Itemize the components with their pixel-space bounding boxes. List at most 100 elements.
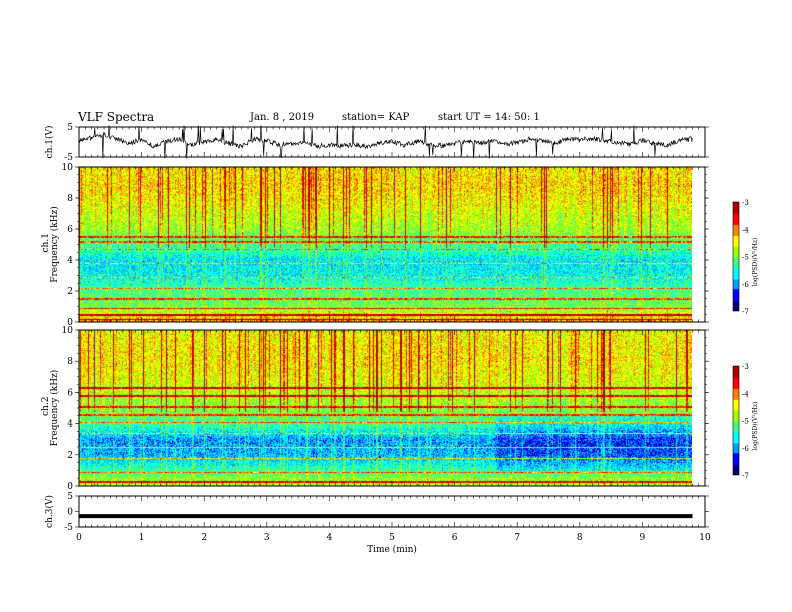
colorbar-frame-2 xyxy=(732,365,740,476)
y-axis-label: ch.2 xyxy=(41,397,51,416)
x-tick-label: 0 xyxy=(76,533,82,543)
colorbar-1 xyxy=(733,202,739,311)
ch1-waveform-point xyxy=(629,143,631,145)
y-tick-label: 0 xyxy=(67,508,73,518)
y-axis-label: Frequency (kHz) xyxy=(49,206,60,283)
y-tick-label: 4 xyxy=(67,420,73,430)
ch1-waveform-point xyxy=(516,142,518,144)
x-tick-label: 7 xyxy=(514,533,520,543)
ch1-waveform-point xyxy=(266,139,268,142)
ch1-waveform-point xyxy=(529,138,531,140)
x-tick-label: 8 xyxy=(577,533,583,543)
y-axis-label: ch.1 xyxy=(41,233,51,252)
colorbar-tick-label: -6 xyxy=(742,445,749,453)
ch1-waveform-point xyxy=(454,142,456,145)
chart-title: VLF Spectra xyxy=(78,110,155,124)
x-tick-label: 6 xyxy=(452,533,458,543)
colorbar-tick-label: -7 xyxy=(742,308,749,316)
ch1-waveform-point xyxy=(579,139,581,141)
ch1-waveform-point xyxy=(504,143,506,145)
x-tick-label: 10 xyxy=(699,533,711,543)
y-tick-label: 4 xyxy=(67,256,73,266)
ch1-waveform-point xyxy=(328,144,330,146)
ch1-waveform-point xyxy=(691,138,694,140)
ch1-waveform-point xyxy=(591,137,593,139)
ch2-spectrogram xyxy=(79,330,692,486)
ch1-waveform-point xyxy=(391,141,393,143)
y-tick-label: -5 xyxy=(64,523,73,533)
colorbar-label: log(PSD)(V²/Hz) xyxy=(752,402,759,451)
y-tick-label: 0 xyxy=(67,318,73,328)
ch1-waveform-point xyxy=(90,136,93,139)
y-tick-label: 2 xyxy=(67,451,73,461)
ch1-waveform-point xyxy=(466,140,468,142)
y-tick-label: 2 xyxy=(67,287,73,297)
date-label: Jan. 8 , 2019 xyxy=(250,112,315,123)
x-tick-label: 2 xyxy=(201,533,207,543)
colorbar-tick-label: -4 xyxy=(742,390,749,398)
ch1-waveform-point xyxy=(316,145,318,148)
y-tick-label: 6 xyxy=(67,388,73,398)
y-tick-label: -5 xyxy=(64,153,73,163)
colorbar-tick-label: -4 xyxy=(742,226,749,234)
ch1-waveform-point xyxy=(253,138,255,140)
y-axis-label: Frequency (kHz) xyxy=(49,370,60,447)
ch1-waveform-point xyxy=(353,143,356,145)
ch1-waveform-point xyxy=(141,139,143,141)
x-tick-label: 1 xyxy=(139,533,145,543)
ch1-waveform-point xyxy=(541,139,543,142)
colorbar-label: log(PSD)(V²/Hz) xyxy=(752,238,759,287)
ch1-waveform-point xyxy=(428,143,431,145)
ch1-waveform-point xyxy=(178,138,180,140)
y-axis-label: ch.1(V) xyxy=(44,126,55,159)
ch1-waveform-point xyxy=(341,145,343,147)
colorbar-tick-label: -3 xyxy=(742,363,749,371)
y-axis-label: ch.3(V) xyxy=(44,495,55,528)
colorbar-tick-label: -3 xyxy=(742,199,749,207)
ch1-waveform-point xyxy=(191,143,193,145)
y-tick-label: 10 xyxy=(62,326,74,336)
colorbar-frame-1 xyxy=(732,201,740,312)
ch1-waveform-point xyxy=(566,138,568,140)
x-tick-label: 5 xyxy=(389,533,395,543)
colorbar-tick-label: -5 xyxy=(742,418,749,426)
ch1-waveform-point xyxy=(378,142,381,144)
ch1-waveform-point xyxy=(291,142,293,145)
ch1-waveform-point xyxy=(479,142,481,145)
ch1-waveform-point xyxy=(166,140,168,142)
ch1-waveform-point xyxy=(128,142,130,145)
ch1-spectrogram xyxy=(79,167,692,322)
ch1-waveform-point xyxy=(103,133,105,136)
ch1-waveform-point xyxy=(203,141,205,143)
y-tick-label: 5 xyxy=(67,123,73,133)
x-axis-label: Time (min) xyxy=(367,544,417,555)
x-tick-label: 4 xyxy=(327,533,333,543)
ch1-waveform-point xyxy=(641,139,644,142)
y-tick-label: 10 xyxy=(62,163,74,173)
ch1-waveform-point xyxy=(228,142,230,145)
y-tick-label: 6 xyxy=(67,225,73,235)
y-tick-label: 8 xyxy=(67,357,73,367)
y-tick-label: 0 xyxy=(67,482,73,492)
ch1-waveform xyxy=(78,125,693,159)
ch1-waveform-point xyxy=(554,142,556,145)
x-tick-label: 3 xyxy=(264,533,270,543)
ch1-waveform-point xyxy=(654,142,656,145)
ch1-waveform-point xyxy=(679,139,681,142)
colorbar-tick-label: -7 xyxy=(742,472,749,480)
colorbar-2 xyxy=(733,366,739,475)
y-tick-label: 5 xyxy=(67,492,73,502)
ch1-waveform-point xyxy=(153,145,155,148)
colorbar-tick-label: -5 xyxy=(742,254,749,262)
station-label: station= KAP xyxy=(342,112,410,123)
ch1-waveform-point xyxy=(666,144,669,146)
ch1-waveform-point xyxy=(403,144,406,146)
ch1-waveform-point xyxy=(441,145,443,147)
y-tick-label: 8 xyxy=(67,194,73,204)
ch1-waveform-point xyxy=(616,141,618,143)
ch1-waveform-point xyxy=(604,140,606,142)
ch1-waveform-point xyxy=(115,138,118,140)
colorbar-tick-label: -6 xyxy=(742,281,749,289)
ch1-waveform-point xyxy=(366,145,368,148)
